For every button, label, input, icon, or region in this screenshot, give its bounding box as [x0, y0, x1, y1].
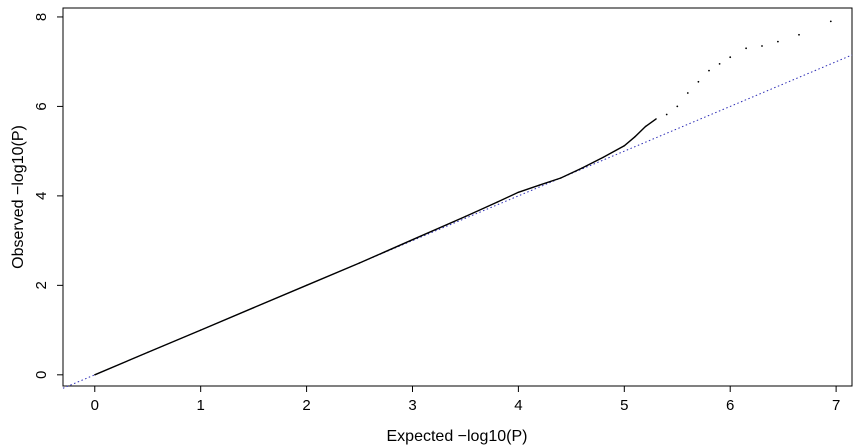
x-tick-label: 0: [91, 397, 99, 414]
data-point: [602, 156, 604, 159]
data-point: [200, 329, 202, 331]
data-point: [147, 351, 149, 354]
data-point: [829, 20, 832, 23]
y-tick-label: 4: [33, 192, 50, 200]
y-axis: 0 2 4 6 8: [33, 13, 63, 379]
data-point: [729, 56, 732, 59]
data-point: [745, 47, 747, 50]
data-point: [358, 262, 361, 264]
data-point: [665, 113, 668, 116]
x-tick-label: 1: [197, 397, 205, 414]
data-point: [686, 92, 689, 94]
series-group: [94, 20, 832, 376]
data-point: [676, 105, 679, 108]
data-point: [697, 80, 700, 83]
x-tick-label: 7: [832, 397, 840, 414]
y-axis-title: Observed −log10(P): [10, 125, 27, 269]
data-point: [644, 125, 647, 128]
y-tick-label: 8: [33, 13, 50, 21]
x-axis: 0 1 2 3 4 5 6 7: [91, 386, 840, 414]
data-point: [634, 136, 636, 138]
data-point: [305, 284, 308, 286]
data-point: [761, 45, 763, 47]
data-point: [496, 201, 498, 203]
data-point: [252, 307, 255, 309]
data-point: [94, 374, 96, 376]
data-point: [623, 145, 625, 147]
data-point: [581, 167, 583, 169]
data-point: [718, 63, 721, 65]
data-point: [708, 69, 710, 72]
y-tick-label: 6: [33, 102, 50, 110]
plot-box: [62, 7, 853, 387]
data-point: [411, 239, 414, 241]
data-point: [655, 118, 657, 120]
y-tick-label: 2: [33, 281, 50, 289]
y-tick-label: 0: [33, 371, 50, 379]
data-point: [777, 40, 779, 43]
x-tick-label: 2: [302, 397, 310, 414]
x-tick-label: 3: [408, 397, 416, 414]
reference-line: [62, 54, 853, 389]
data-point: [560, 177, 562, 179]
x-tick-label: 5: [620, 397, 628, 414]
x-tick-label: 6: [726, 397, 734, 414]
data-point: [464, 215, 467, 218]
data-point: [538, 184, 541, 186]
x-axis-title: Expected −log10(P): [387, 428, 528, 445]
observed-series-line: [94, 118, 657, 376]
data-point: [517, 191, 520, 193]
data-point: [798, 33, 800, 36]
reference-line-group: [62, 54, 853, 389]
x-tick-label: 4: [514, 397, 522, 414]
